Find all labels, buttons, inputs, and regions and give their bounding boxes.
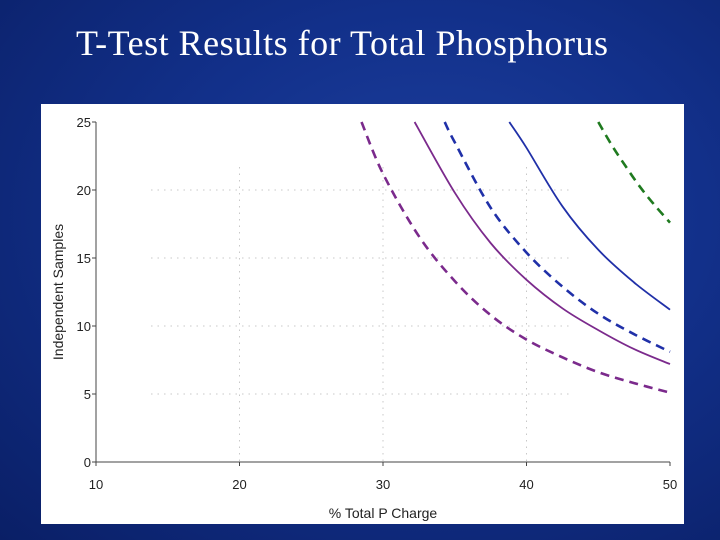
y-tick-label: 15 — [77, 251, 91, 266]
series-line-2 — [413, 121, 671, 365]
axes-layer — [92, 121, 671, 466]
y-tick-label: 20 — [77, 183, 91, 198]
grid-layer — [151, 167, 570, 462]
series-layer — [360, 121, 671, 394]
y-tick-label: 0 — [84, 455, 91, 470]
y-tick-label: 5 — [84, 387, 91, 402]
slide-title: T-Test Results for Total Phosphorus — [76, 23, 609, 63]
x-tick-label: 30 — [376, 477, 390, 492]
x-axis-label: % Total P Charge — [329, 505, 438, 521]
series-line-4 — [508, 121, 671, 311]
labels-layer: 10 20 30 40 50 0 5 10 15 20 25 % Total P Charge Inde… — [50, 115, 677, 521]
y-tick-label: 10 — [77, 319, 91, 334]
x-tick-label: 50 — [663, 477, 677, 492]
series-line-1 — [360, 121, 671, 394]
series-line-5 — [597, 121, 671, 224]
chart-panel: 10 20 30 40 50 0 5 10 15 20 25 % Total P Charge Inde… — [41, 104, 684, 524]
x-tick-label: 20 — [232, 477, 246, 492]
series-line-3 — [443, 121, 671, 353]
phosphorus-ttest-chart: 10 20 30 40 50 0 5 10 15 20 25 % Total P Charge Inde… — [50, 115, 677, 521]
x-tick-label: 10 — [89, 477, 103, 492]
y-axis-label: Independent Samples — [50, 224, 66, 360]
y-tick-label: 25 — [77, 115, 91, 130]
x-tick-label: 40 — [519, 477, 533, 492]
